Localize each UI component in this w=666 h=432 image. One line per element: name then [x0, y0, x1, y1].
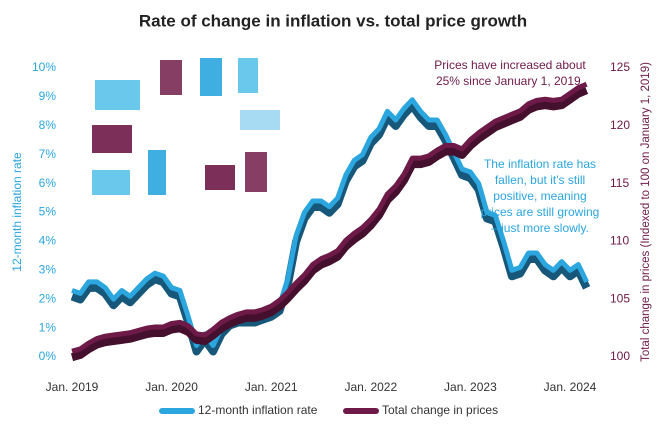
icon — [92, 125, 132, 153]
icon — [92, 170, 130, 195]
y2-axis-label: Total change in prices (Indexed to 100 o… — [640, 62, 652, 362]
icon — [240, 110, 280, 130]
y-tick-label: 2% — [39, 291, 57, 305]
y-tick-label: 10% — [32, 60, 56, 74]
icon — [95, 80, 140, 110]
y2-tick-label: 115 — [610, 176, 629, 190]
x-tick-label: Jan. 2023 — [444, 380, 497, 394]
annotation: – just more slowly. — [491, 221, 589, 235]
icon — [148, 150, 166, 195]
y-tick-label: 5% — [39, 205, 57, 219]
y2-tick-label: 110 — [610, 234, 629, 248]
chart-title: Rate of change in inflation vs. total pr… — [139, 11, 527, 30]
line — [71, 97, 589, 348]
y-tick-label: 9% — [39, 89, 57, 103]
annotation: fallen, but it's still — [495, 173, 585, 187]
x-tick-label: Jan. 2022 — [344, 380, 397, 394]
y-tick-label: 4% — [39, 234, 57, 248]
annotation: Prices have increased about — [434, 58, 586, 72]
icon — [245, 152, 267, 192]
illustrations — [92, 58, 280, 195]
annotation: The inflation rate has — [484, 157, 596, 171]
line-shadow — [70, 86, 589, 362]
x-tick-label: Jan. 2020 — [145, 380, 198, 394]
annotation: 25% since January 1, 2019. — [436, 74, 584, 88]
y-tick-label: 3% — [39, 262, 57, 276]
icon — [160, 60, 182, 95]
y2-tick-label: 100 — [610, 349, 630, 363]
legend-label: Total change in prices — [382, 403, 498, 417]
y-tick-label: 0% — [39, 349, 57, 363]
icon — [205, 165, 235, 190]
y2-tick-label: 125 — [610, 60, 630, 74]
annotation: positive, meaning — [493, 189, 586, 203]
y-tick-label: 1% — [39, 320, 57, 334]
x-tick-label: Jan. 2024 — [544, 380, 597, 394]
annotation: prices are still growing — [481, 205, 600, 219]
line — [71, 81, 588, 354]
y-tick-label: 8% — [39, 118, 57, 132]
icon — [200, 58, 222, 96]
x-tick-label: Jan. 2019 — [46, 380, 99, 394]
y-tick-label: 6% — [39, 176, 57, 190]
y2-tick-label: 105 — [610, 291, 630, 305]
y-axis-label: 12-month inflation rate — [10, 152, 24, 272]
y-tick-label: 7% — [39, 147, 57, 161]
y2-tick-label: 120 — [610, 118, 630, 132]
icon — [238, 58, 258, 93]
x-tick-label: Jan. 2021 — [245, 380, 298, 394]
legend-label: 12-month inflation rate — [198, 403, 318, 417]
